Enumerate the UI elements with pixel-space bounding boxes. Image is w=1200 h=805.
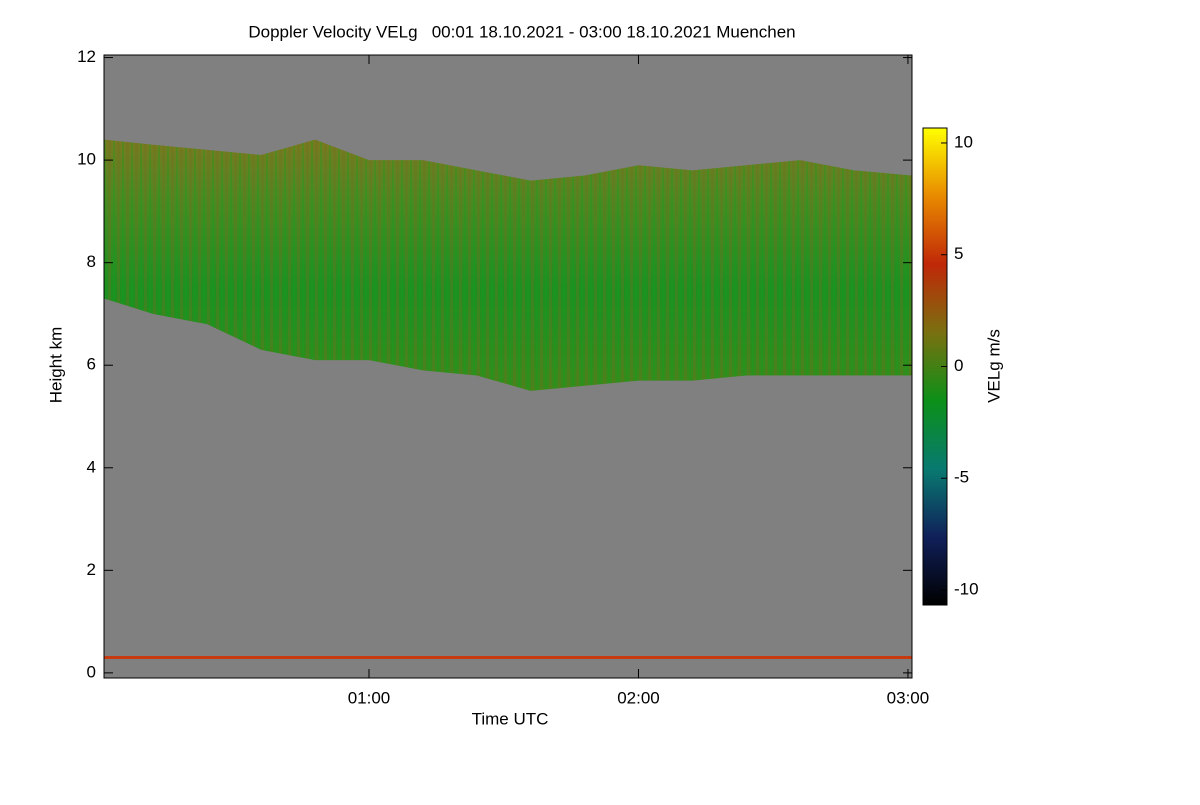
colorbar-tick-label: -10 <box>954 580 979 599</box>
x-axis-label: Time UTC <box>472 709 549 728</box>
x-tick-label: 02:00 <box>617 688 660 707</box>
chart-title: Doppler Velocity VELg 00:01 18.10.2021 -… <box>248 22 795 41</box>
colorbar-tick-label: -5 <box>954 468 969 487</box>
colorbar-tick-label: 0 <box>954 356 963 375</box>
y-tick-label: 4 <box>87 457 96 476</box>
cloud-texture <box>104 139 912 391</box>
y-tick-label: 12 <box>77 47 96 66</box>
y-axis-label: Height km <box>46 327 65 404</box>
x-tick-label: 01:00 <box>348 688 391 707</box>
x-tick-label: 03:00 <box>887 688 930 707</box>
y-tick-label: 10 <box>77 150 96 169</box>
colorbar-tick-label: 10 <box>954 132 973 151</box>
colorbar-label: VELg m/s <box>984 329 1003 403</box>
y-tick-label: 8 <box>87 252 96 271</box>
y-tick-label: 0 <box>87 662 96 681</box>
colorbar-tick-label: 5 <box>954 244 963 263</box>
plot-frame <box>103 54 913 679</box>
y-tick-label: 2 <box>87 560 96 579</box>
y-tick-label: 6 <box>87 355 96 374</box>
